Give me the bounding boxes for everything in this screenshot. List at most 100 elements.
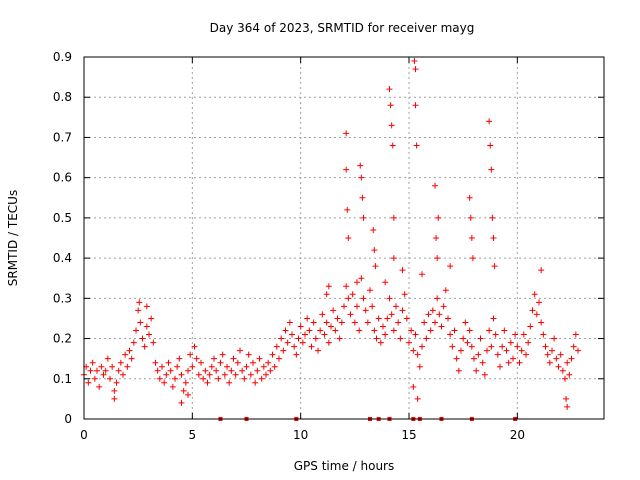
data-point-0-108 — [315, 347, 321, 354]
data-point-0-60 — [211, 355, 217, 362]
data-point-0-4 — [89, 359, 96, 366]
data-point-0-63 — [217, 359, 224, 366]
data-point-0-191 — [494, 351, 501, 358]
data-point-0-2 — [85, 379, 92, 386]
data-point-0-214 — [544, 351, 551, 358]
data-point-0-144 — [393, 303, 399, 310]
data-point-0-135 — [373, 335, 380, 342]
data-point-0-238 — [359, 194, 366, 201]
data-point-0-68 — [228, 367, 235, 374]
data-point-0-199 — [512, 331, 519, 338]
data-point-0-237 — [358, 174, 365, 181]
data-point-0-162 — [432, 319, 438, 326]
data-point-0-85 — [265, 359, 272, 366]
x-tick-label-3: 15 — [401, 428, 416, 442]
data-point-0-8 — [98, 363, 105, 370]
data-point-0-42 — [172, 375, 178, 382]
data-point-0-75 — [243, 363, 250, 370]
data-point-0-250 — [412, 66, 419, 73]
data-point-0-40 — [167, 367, 174, 374]
data-point-0-148 — [401, 291, 408, 298]
data-point-0-252 — [413, 142, 420, 149]
data-point-0-107 — [312, 335, 319, 342]
data-point-0-181 — [473, 367, 480, 374]
data-point-0-275 — [399, 267, 406, 274]
data-point-0-43 — [174, 363, 181, 370]
data-point-0-50 — [189, 363, 196, 370]
data-point-0-268 — [491, 263, 498, 270]
data-point-0-59 — [208, 363, 215, 370]
data-point-0-62 — [215, 375, 222, 382]
data-point-0-261 — [468, 235, 475, 241]
data-point-0-218 — [553, 355, 560, 362]
data-point-0-266 — [489, 214, 496, 221]
data-point-0-163 — [434, 295, 441, 302]
data-point-0-225 — [568, 355, 575, 362]
data-point-0-105 — [308, 343, 315, 350]
data-point-0-159 — [425, 311, 432, 318]
data-point-0-28 — [141, 343, 148, 350]
data-point-0-55 — [200, 375, 207, 382]
y-tick-label-5: 0.5 — [53, 211, 72, 225]
data-point-0-18 — [120, 371, 126, 378]
data-point-0-125 — [351, 319, 358, 326]
data-point-0-104 — [306, 327, 313, 334]
x-tick-label-2: 10 — [293, 428, 308, 442]
data-point-0-257 — [435, 214, 442, 221]
data-point-0-173 — [455, 367, 462, 374]
data-point-0-77 — [247, 371, 254, 378]
data-point-0-86 — [267, 367, 274, 374]
data-point-0-123 — [347, 311, 354, 318]
data-point-0-211 — [538, 319, 545, 326]
data-point-0-228 — [575, 347, 581, 354]
data-point-0-273 — [325, 283, 332, 290]
data-point-0-114 — [328, 323, 334, 330]
data-point-0-154 — [414, 351, 421, 358]
y-tick-label-2: 0.2 — [53, 332, 72, 346]
data-points — [81, 58, 581, 410]
data-point-0-175 — [460, 335, 467, 342]
data-point-0-212 — [540, 331, 547, 338]
data-point-0-179 — [468, 343, 475, 350]
data-point-0-239 — [360, 214, 367, 221]
data-point-0-186 — [484, 347, 490, 354]
data-point-0-44 — [176, 355, 183, 362]
y-tick-label-8: 0.8 — [53, 90, 72, 104]
data-point-0-70 — [232, 371, 239, 378]
data-point-0-103 — [304, 315, 311, 322]
data-point-0-13 — [109, 363, 116, 370]
data-point-0-224 — [566, 371, 573, 378]
data-point-0-83 — [260, 363, 267, 370]
data-point-0-54 — [198, 359, 204, 366]
y-tick-label-3: 0.3 — [53, 291, 72, 305]
data-point-0-280 — [111, 395, 118, 402]
y-tick-label-6: 0.6 — [53, 171, 72, 185]
data-point-0-243 — [386, 86, 393, 93]
axis-ticks: 0 5 10 15 20 0 0.1 0.2 0.3 0.4 0.5 0.6 0.7 0.8 0.9 — [53, 50, 604, 442]
data-point-0-263 — [486, 118, 493, 125]
data-point-0-52 — [193, 355, 200, 362]
data-point-0-153 — [412, 331, 419, 338]
data-point-0-112 — [323, 319, 330, 326]
data-point-0-137 — [377, 339, 384, 346]
data-point-0-216 — [549, 347, 555, 354]
data-point-0-56 — [202, 367, 209, 374]
data-point-0-11 — [104, 355, 111, 362]
data-point-0-47 — [182, 379, 189, 386]
data-point-0-129 — [360, 295, 367, 302]
data-point-0-121 — [343, 283, 350, 290]
data-point-0-134 — [371, 327, 378, 334]
data-point-0-119 — [338, 319, 345, 326]
data-point-0-61 — [213, 367, 220, 374]
data-point-0-279 — [185, 391, 191, 398]
data-point-0-140 — [384, 315, 391, 322]
data-point-0-180 — [471, 355, 477, 362]
data-point-0-100 — [297, 323, 304, 330]
data-point-0-146 — [397, 335, 404, 342]
data-point-0-145 — [395, 319, 402, 326]
data-point-0-127 — [356, 327, 363, 334]
data-point-0-141 — [386, 295, 393, 302]
data-point-0-102 — [302, 331, 308, 338]
data-point-0-118 — [336, 335, 343, 342]
data-point-0-7 — [96, 383, 103, 390]
